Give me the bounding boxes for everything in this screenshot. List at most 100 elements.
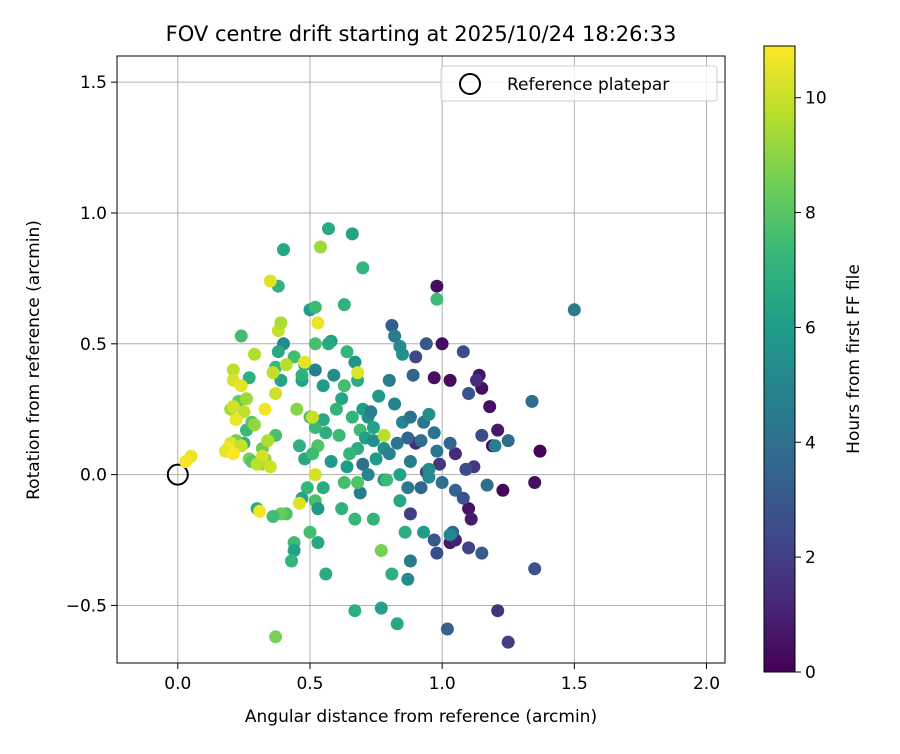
- data-point: [351, 366, 365, 380]
- data-point: [374, 601, 388, 615]
- data-point: [403, 455, 417, 468]
- data-point: [250, 457, 264, 471]
- data-point: [234, 379, 248, 393]
- data-point: [388, 329, 402, 343]
- data-point: [248, 418, 261, 432]
- data-point: [462, 387, 476, 400]
- data-point: [298, 355, 312, 369]
- data-point: [459, 462, 473, 476]
- data-point: [234, 329, 248, 343]
- data-point: [348, 355, 362, 369]
- x-tick-label: 1.0: [429, 674, 456, 694]
- data-point: [401, 572, 415, 586]
- data-point: [369, 452, 383, 466]
- colorbar-tick-label: 2: [805, 548, 816, 568]
- data-point: [269, 387, 283, 400]
- data-point: [430, 546, 444, 560]
- data-point: [324, 455, 338, 468]
- data-point: [475, 428, 489, 442]
- data-point: [462, 502, 476, 516]
- y-tick-label: 0.0: [80, 466, 107, 486]
- data-point: [372, 389, 386, 403]
- data-point: [274, 316, 288, 330]
- data-point: [377, 428, 391, 442]
- data-point: [385, 567, 399, 581]
- data-point: [361, 468, 375, 482]
- data-point: [448, 483, 462, 497]
- data-point: [242, 371, 256, 385]
- reference-platepar-marker: [166, 463, 189, 486]
- data-point: [322, 337, 335, 351]
- data-point: [422, 407, 436, 421]
- data-point: [414, 434, 428, 448]
- data-point: [491, 423, 505, 437]
- data-point: [406, 368, 420, 382]
- data-point: [332, 428, 346, 442]
- data-point: [393, 494, 407, 508]
- data-point: [409, 350, 423, 364]
- data-point: [480, 478, 494, 492]
- data-point: [266, 366, 280, 380]
- data-point: [475, 546, 489, 560]
- data-point: [308, 363, 322, 377]
- data-point: [396, 347, 409, 361]
- data-point: [462, 541, 476, 555]
- data-point: [390, 617, 404, 631]
- data-point: [292, 496, 306, 510]
- x-axis-ticks: 0.0 0.5 1.0 1.5 2.0: [164, 663, 720, 694]
- data-point: [292, 439, 306, 453]
- data-point: [316, 379, 330, 393]
- data-point: [322, 222, 335, 236]
- data-point: [353, 486, 367, 500]
- data-point: [319, 567, 333, 581]
- data-point: [345, 227, 359, 241]
- data-point: [398, 525, 412, 539]
- data-point: [417, 525, 431, 539]
- data-point: [382, 447, 396, 461]
- data-point: [263, 274, 277, 288]
- colorbar: [763, 45, 796, 673]
- data-point: [179, 455, 193, 468]
- data-point: [401, 481, 415, 495]
- data-point: [308, 468, 322, 482]
- data-point: [356, 457, 370, 471]
- plot-frame: [116, 55, 726, 664]
- y-axis-label: Rotation from reference (arcmin): [24, 220, 44, 500]
- data-point: [403, 554, 417, 568]
- x-tick-label: 0.0: [164, 674, 191, 694]
- data-point: [364, 405, 378, 419]
- data-point: [287, 350, 301, 364]
- data-point: [430, 444, 444, 458]
- legend-label: Reference platepar: [507, 75, 669, 95]
- data-point: [337, 476, 351, 489]
- data-point: [345, 410, 359, 424]
- colorbar-label: Hours from first FF file: [844, 264, 864, 454]
- reference-marker-layer: [166, 463, 189, 486]
- data-point: [525, 394, 539, 408]
- data-point: [390, 436, 404, 450]
- data-point: [430, 292, 444, 306]
- data-point: [448, 447, 462, 461]
- data-point: [430, 279, 444, 293]
- data-point: [443, 436, 457, 450]
- data-point: [340, 345, 354, 359]
- data-point: [456, 345, 470, 359]
- y-tick-label: −0.5: [66, 596, 107, 616]
- chart-title: FOV centre drift starting at 2025/10/24 …: [166, 22, 677, 46]
- data-point: [226, 447, 240, 461]
- data-point: [496, 483, 510, 497]
- data-point: [440, 622, 454, 636]
- data-point: [311, 502, 325, 516]
- data-point: [237, 405, 251, 419]
- data-point: [443, 373, 457, 387]
- data-point: [258, 402, 272, 416]
- data-point: [340, 460, 354, 474]
- data-point: [343, 447, 357, 461]
- data-point: [253, 504, 267, 518]
- data-point: [308, 300, 322, 314]
- data-point: [470, 373, 483, 387]
- data-point: [427, 533, 441, 547]
- y-tick-label: 1.0: [80, 204, 107, 224]
- data-point: [374, 544, 388, 557]
- data-point: [491, 604, 505, 618]
